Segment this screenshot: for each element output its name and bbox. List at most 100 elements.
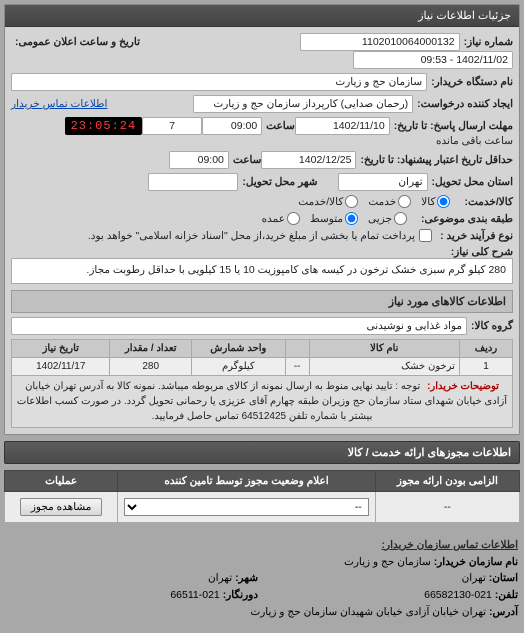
radio-goods[interactable]: کالا [421, 195, 450, 208]
permits-table: الزامی بودن ارائه مجوز اعلام وضعیت مجوز … [4, 470, 520, 523]
process-text: پرداخت تمام یا بخشی از مبلغ خرید،از محل … [88, 230, 415, 242]
col-qty: تعداد / مقدار [110, 339, 191, 357]
items-group-label: گروه کالا: [471, 320, 513, 332]
row-delivery-loc: استان محل تحویل: تهران شهر محل تحویل: [11, 173, 513, 191]
items-header-row: ردیف نام کالا واحد شمارش تعداد / مقدار ت… [12, 339, 513, 357]
contact-tel-v: 021-66582130 [424, 589, 492, 601]
need-details-panel: جزئیات اطلاعات نیاز شماره نیاز: 11020100… [4, 4, 520, 435]
perm-header-row: الزامی بودن ارائه مجوز اعلام وضعیت مجوز … [5, 470, 520, 491]
radio-service-input[interactable] [398, 195, 411, 208]
pubdate-value: 1402/11/02 - 09:53 [353, 51, 513, 69]
col-idx: ردیف [459, 339, 512, 357]
col-unit: واحد شمارش [191, 339, 285, 357]
radio-both-input[interactable] [345, 195, 358, 208]
deadline-date: 1402/11/10 [295, 117, 390, 135]
days-remain-suffix: ساعت باقی مانده [436, 135, 513, 147]
row-maindesc: شرح کلی نیاز: 280 کیلو گرم سبزی خشک ترخو… [11, 246, 513, 284]
radio-small[interactable]: جزیی [368, 212, 407, 225]
panel-title: جزئیات اطلاعات نیاز [5, 5, 519, 27]
cell-extra: -- [285, 357, 309, 375]
contact-addr-v: تهران خیابان آزادی خیابان شهیدان سازمان … [250, 606, 486, 618]
creator-label: ایجاد کننده درخواست: [417, 98, 513, 110]
maindesc-value: 280 کیلو گرم سبزی خشک ترخون در کیسه های … [11, 258, 513, 284]
row-creator: ایجاد کننده درخواست: (رحمان صدایی) کارپر… [11, 95, 513, 113]
contact-org-v: سازمان حج و زیارت [344, 556, 431, 568]
row-buyerorg: نام دستگاه خریدار: سازمان حج و زیارت [11, 73, 513, 91]
col-date: تاریخ نیاز [12, 339, 110, 357]
validity-time: 09:00 [169, 151, 229, 169]
contact-fax-v: 021-66511 [170, 589, 219, 601]
radio-medium[interactable]: متوسط [310, 212, 358, 225]
days-remaining: 7 [142, 117, 202, 135]
perm-col-ops: عملیات [5, 470, 118, 491]
radio-service[interactable]: خدمت [368, 195, 411, 208]
buyer-note-cell: توضیحات خریدار: توجه : تایید نهایی منوط … [12, 375, 513, 427]
unit-cur-label: کالا/خدمت: [464, 196, 513, 208]
maindesc-label: شرح کلی نیاز: [451, 246, 513, 258]
permits-section-title: اطلاعات مجوزهای ارائه خدمت / کالا [4, 441, 520, 464]
radio-large[interactable]: عمده [262, 212, 300, 225]
perm-status-cell: -- [118, 491, 376, 522]
buyer-note-row: توضیحات خریدار: توجه : تایید نهایی منوط … [12, 375, 513, 427]
buyer-note-label: توضیحات خریدار: [427, 379, 499, 394]
perm-status-select[interactable]: -- [124, 498, 369, 516]
pubdate-label: تاریخ و ساعت اعلان عمومی: [15, 36, 140, 48]
row-process: نوع فرآیند خرید : پرداخت تمام یا بخشی از… [11, 229, 513, 242]
items-table: ردیف نام کالا واحد شمارش تعداد / مقدار ت… [11, 339, 513, 428]
contact-addr: آدرس: تهران خیابان آزادی خیابان شهیدان س… [6, 604, 518, 621]
cell-unit: کیلوگرم [191, 357, 285, 375]
col-name: نام کالا [309, 339, 459, 357]
row-items-group: گروه کالا: مواد غذایی و نوشیدنی [11, 317, 513, 335]
validity-label: حداقل تاریخ اعتبار پیشنهاد: تا تاریخ: [360, 154, 513, 166]
reqnum-value: 1102010064000132 [300, 33, 460, 51]
radio-small-input[interactable] [394, 212, 407, 225]
table-row: 1 ترخون خشک -- کیلوگرم 280 1402/11/17 [12, 357, 513, 375]
contact-addr-k: آدرس: [489, 606, 518, 618]
perm-ops-cell: مشاهده مجوز [5, 491, 118, 522]
contact-footer: اطلاعات تماس سازمان خریدار: نام سازمان خ… [4, 533, 520, 625]
items-section-header: اطلاعات کالاهای مورد نیاز [11, 290, 513, 313]
panel-body: شماره نیاز: 1102010064000132 تاریخ و ساع… [5, 27, 519, 434]
countdown-timer: 23:05:24 [65, 117, 143, 135]
deliv-city-value [148, 173, 238, 191]
process-label: نوع فرآیند خرید : [440, 230, 513, 242]
row-goods-service: کالا/خدمت: کالا خدمت کالا/خدمت [11, 195, 513, 208]
contact-state-k: استان: [489, 572, 518, 584]
contact-org-k: نام سازمان خریدار: [434, 556, 518, 568]
row-reqnum-pubdate: شماره نیاز: 1102010064000132 تاریخ و ساع… [11, 33, 513, 69]
radio-large-input[interactable] [287, 212, 300, 225]
row-deadline: مهلت ارسال پاسخ: تا تاریخ: 1402/11/10 سا… [11, 117, 513, 147]
contact-org: نام سازمان خریدار: سازمان حج و زیارت [6, 554, 518, 571]
deadline-time: 09:00 [202, 117, 262, 135]
view-permit-button[interactable]: مشاهده مجوز [20, 498, 103, 516]
buyerorg-label: نام دستگاه خریدار: [431, 76, 513, 88]
contact-tel-fax: تلفن: 021-66582130 دورنگار: 021-66511 [6, 587, 518, 604]
topic-label: طبقه بندی موضوعی: [421, 213, 513, 225]
validity-date: 1402/12/25 [261, 151, 356, 169]
contact-header: اطلاعات تماس سازمان خریدار: [6, 537, 518, 554]
contact-city-k: شهر: [235, 572, 258, 584]
row-validity: حداقل تاریخ اعتبار پیشنهاد: تا تاریخ: 14… [11, 151, 513, 169]
deliv-state-value: تهران [338, 173, 428, 191]
perm-row: -- -- مشاهده مجوز [5, 491, 520, 522]
contact-tel-k: تلفن: [495, 589, 518, 601]
deliv-city-label: شهر محل تحویل: [242, 176, 317, 188]
time-label-1: ساعت [266, 120, 295, 132]
radio-both[interactable]: کالا/خدمت [298, 195, 358, 208]
contact-state-v: تهران [462, 572, 486, 584]
deliv-state-label: استان محل تحویل: [432, 176, 513, 188]
col-extra [285, 339, 309, 357]
radio-medium-input[interactable] [345, 212, 358, 225]
cell-idx: 1 [459, 357, 512, 375]
creator-value: (رحمان صدایی) کارپرداز سازمان حج و زیارت [193, 95, 413, 113]
cell-name: ترخون خشک [309, 357, 459, 375]
radio-goods-input[interactable] [437, 195, 450, 208]
reqnum-label: شماره نیاز: [464, 36, 513, 48]
contact-link[interactable]: اطلاعات تماس خریدار [11, 98, 107, 110]
perm-required-cell: -- [375, 491, 519, 522]
process-checkbox[interactable] [419, 229, 432, 242]
contact-state-city: استان: تهران شهر: تهران [6, 570, 518, 587]
deadline-label: مهلت ارسال پاسخ: تا تاریخ: [394, 120, 513, 132]
cell-qty: 280 [110, 357, 191, 375]
page-root: جزئیات اطلاعات نیاز شماره نیاز: 11020100… [0, 0, 524, 633]
